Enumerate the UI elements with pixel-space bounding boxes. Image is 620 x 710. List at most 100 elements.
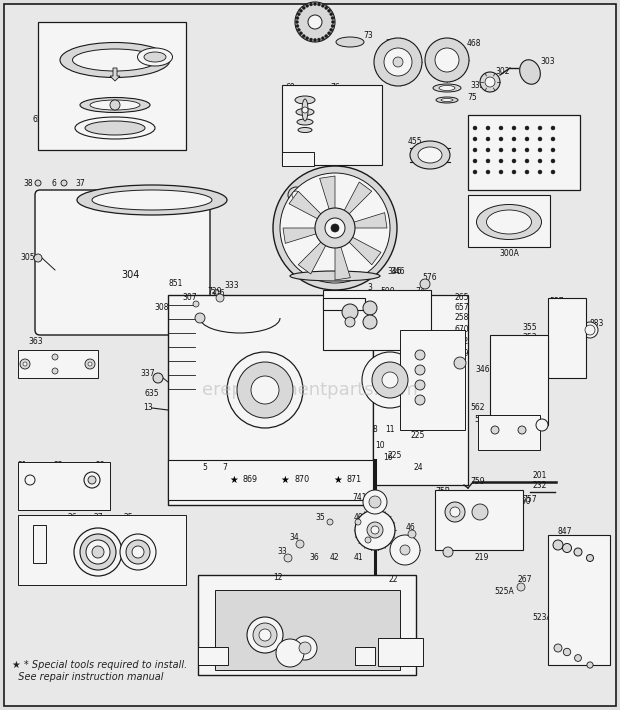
Text: 870: 870 (294, 476, 309, 484)
Text: 306: 306 (211, 288, 225, 297)
Circle shape (85, 359, 95, 369)
Ellipse shape (80, 97, 150, 112)
Circle shape (88, 362, 92, 366)
Text: 75B: 75B (436, 488, 451, 496)
Text: 759: 759 (471, 478, 485, 486)
Ellipse shape (336, 37, 364, 47)
Circle shape (384, 48, 412, 76)
Text: 590: 590 (381, 288, 396, 297)
Text: 757: 757 (523, 496, 538, 505)
Circle shape (216, 294, 224, 302)
Text: 520: 520 (539, 339, 553, 349)
Circle shape (365, 537, 371, 543)
Circle shape (296, 16, 299, 19)
Circle shape (259, 629, 271, 641)
Circle shape (195, 313, 205, 323)
Circle shape (308, 15, 322, 29)
Text: 68: 68 (343, 114, 353, 123)
Circle shape (473, 170, 477, 174)
Circle shape (564, 648, 570, 656)
Text: 308: 308 (155, 303, 169, 312)
Text: 334: 334 (298, 305, 312, 315)
Circle shape (331, 224, 339, 232)
Circle shape (288, 187, 304, 203)
Text: 10: 10 (375, 440, 385, 449)
Bar (548, 535, 610, 665)
Circle shape (314, 38, 316, 41)
Circle shape (331, 25, 334, 28)
Text: 225: 225 (411, 430, 425, 439)
Circle shape (52, 368, 58, 374)
Bar (468, 115, 580, 190)
Circle shape (538, 148, 542, 152)
Text: 227: 227 (493, 403, 507, 413)
Text: 66: 66 (293, 155, 303, 163)
Circle shape (331, 16, 334, 19)
Ellipse shape (295, 96, 315, 104)
Circle shape (443, 547, 453, 557)
Text: 356: 356 (539, 366, 553, 374)
Text: 587: 587 (550, 297, 564, 307)
Text: 26: 26 (67, 513, 77, 523)
Circle shape (309, 3, 312, 6)
Text: 230: 230 (448, 423, 463, 432)
Text: 655: 655 (33, 116, 47, 124)
Text: 342: 342 (323, 325, 337, 334)
Circle shape (551, 137, 555, 141)
Text: 33: 33 (277, 547, 287, 557)
Text: ★: ★ (229, 475, 238, 485)
Polygon shape (335, 239, 350, 280)
Circle shape (237, 362, 293, 418)
Text: 373: 373 (68, 75, 82, 84)
Circle shape (332, 21, 335, 23)
Text: 225: 225 (388, 451, 402, 459)
Text: 25: 25 (123, 513, 133, 523)
Circle shape (34, 254, 42, 262)
Bar (18, 350, 98, 378)
Bar (468, 195, 550, 247)
Text: 883: 883 (590, 319, 604, 327)
Polygon shape (283, 228, 324, 244)
FancyArrow shape (110, 68, 120, 81)
Circle shape (499, 126, 503, 130)
Ellipse shape (302, 99, 308, 121)
Text: 37: 37 (75, 178, 85, 187)
Circle shape (25, 475, 35, 485)
Text: 523: 523 (561, 544, 575, 550)
Ellipse shape (296, 109, 314, 116)
Circle shape (491, 426, 499, 434)
Circle shape (486, 148, 490, 152)
Text: 352: 352 (529, 349, 543, 359)
Circle shape (551, 126, 555, 130)
Circle shape (587, 555, 593, 562)
Bar (282, 85, 382, 165)
Text: 455: 455 (408, 138, 422, 146)
Text: 41: 41 (353, 554, 363, 562)
Circle shape (450, 507, 460, 517)
Text: 760: 760 (516, 498, 531, 506)
Circle shape (297, 28, 300, 31)
Circle shape (330, 28, 333, 31)
Circle shape (454, 357, 466, 369)
Circle shape (473, 126, 477, 130)
Circle shape (325, 6, 328, 9)
Text: 353: 353 (523, 334, 538, 342)
Text: 13: 13 (143, 403, 153, 413)
Text: 333: 333 (224, 280, 239, 290)
Text: 219: 219 (475, 554, 489, 562)
Text: 36: 36 (309, 554, 319, 562)
Circle shape (23, 362, 27, 366)
Text: 78: 78 (385, 38, 395, 48)
Circle shape (485, 77, 495, 87)
Polygon shape (343, 234, 381, 265)
Circle shape (227, 352, 303, 428)
Circle shape (538, 170, 542, 174)
Circle shape (303, 6, 305, 9)
Circle shape (345, 317, 355, 327)
Circle shape (362, 352, 418, 408)
Text: 332: 332 (471, 80, 485, 89)
Text: 265: 265 (454, 293, 469, 302)
Text: 32: 32 (53, 462, 63, 471)
Circle shape (295, 2, 335, 42)
Circle shape (86, 540, 110, 564)
